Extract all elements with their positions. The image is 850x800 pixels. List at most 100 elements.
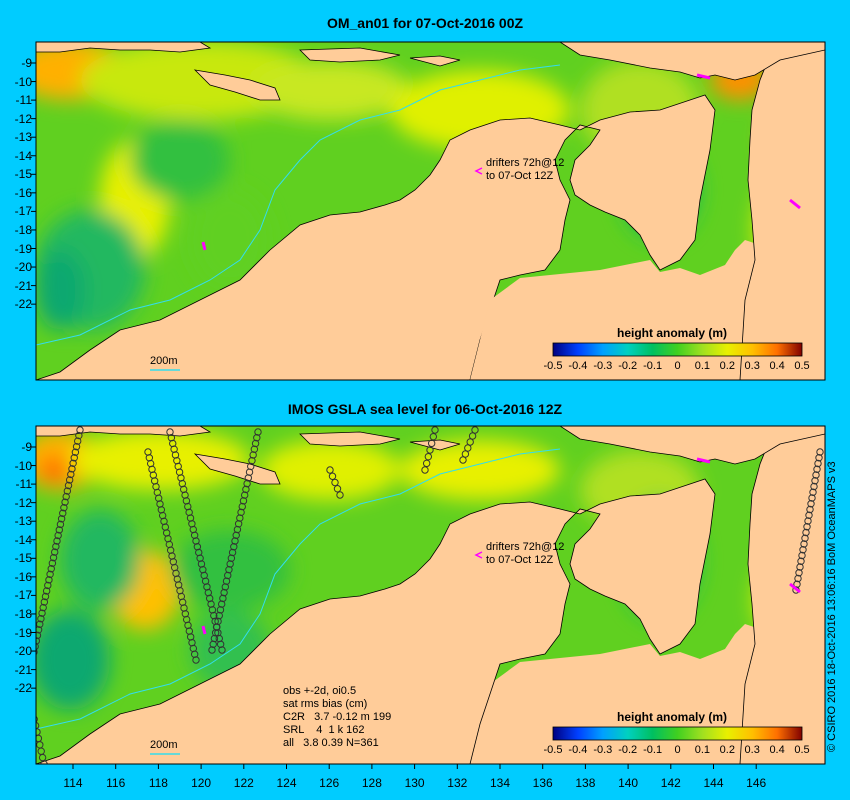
top-drifters-note: drifters 72h@12 to 07-Oct 12Z: [486, 157, 564, 183]
track-point: [59, 509, 67, 517]
axis-ticks: [31, 62, 757, 769]
stats-line2: sat rms bias (cm): [283, 698, 368, 710]
track-point: [60, 504, 68, 512]
x-tick-label: 118: [148, 776, 168, 790]
colorbar-tick-label: 0.1: [694, 360, 711, 372]
y-tick-label: -13: [14, 514, 32, 529]
track-point: [51, 548, 59, 556]
track-point: [328, 472, 337, 480]
colorbar-tick-label: 0.1: [694, 744, 711, 756]
bottom-drifters-line1: drifters 72h@12: [486, 541, 565, 553]
colorbar-tick-label: 0.3: [744, 744, 760, 756]
track-point: [422, 459, 431, 468]
track-point: [45, 576, 53, 584]
y-tick-label: -21: [14, 278, 32, 293]
y-tick-label: -16: [14, 185, 32, 200]
track-point: [816, 448, 824, 456]
top-islands-north: [36, 42, 212, 53]
track-point: [37, 615, 45, 623]
top-colorbar-title: height anomaly (m): [617, 326, 728, 340]
credit-text: © CSIRO 2016 18-Oct-2016 13:06:16 BoM Oc…: [826, 461, 838, 752]
track-point: [806, 505, 814, 514]
track-point: [36, 631, 42, 640]
track-point: [63, 487, 72, 495]
x-tick-label: 134: [489, 776, 511, 790]
y-tick-label: -15: [14, 167, 32, 182]
track-point: [52, 542, 60, 551]
top-drifters-line1: drifters 72h@12: [486, 157, 565, 169]
bottom-map-title: IMOS GSLA sea level for 06-Oct-2016 12Z: [287, 401, 563, 417]
top-drifter-legend-arrow: [474, 167, 483, 175]
track-point: [336, 491, 344, 499]
track-point: [812, 471, 820, 479]
colorbar-tick-label: -0.1: [643, 360, 663, 372]
y-tick-label: -17: [14, 204, 32, 219]
track-point: [803, 523, 811, 531]
x-tick-label: 116: [106, 776, 126, 790]
track-point: [36, 642, 39, 651]
track-point: [815, 454, 823, 462]
colorbar-tick-label: -0.3: [593, 360, 613, 372]
track-point: [53, 537, 61, 545]
colorbar-tick-label: -0.3: [593, 744, 613, 756]
track-point: [70, 454, 78, 462]
colorbar-tick-label: 0: [674, 360, 681, 372]
y-tick-label: -20: [14, 260, 32, 275]
bottom-shelf-outline: [36, 448, 561, 730]
y-tick-label: -16: [14, 569, 32, 584]
track-point: [794, 574, 802, 583]
y-tick-label: -10: [14, 458, 32, 473]
track-point: [811, 477, 819, 485]
y-tick-label: -10: [14, 74, 32, 89]
track-point: [36, 620, 44, 628]
y-tick-label: -11: [15, 93, 32, 108]
colorbar-tick-label: -0.4: [568, 360, 588, 372]
track-point: [44, 581, 52, 590]
track-point: [40, 598, 49, 606]
track-point: [36, 648, 38, 656]
track-point: [797, 557, 805, 565]
bottom-islands-north: [36, 426, 212, 437]
bottom-drifters-line2: to 07-Oct 12Z: [486, 554, 554, 566]
track-point: [807, 500, 815, 508]
track-point: [326, 466, 334, 474]
x-tick-label: 120: [191, 776, 212, 790]
colorbar-tick-label: -0.1: [643, 744, 663, 756]
track-point: [67, 470, 75, 479]
track-point: [64, 481, 73, 490]
track-point: [798, 551, 806, 560]
y-tick-label: -14: [14, 532, 32, 547]
track-point: [424, 452, 433, 461]
colorbar-tick-label: 0: [674, 744, 681, 756]
track-point: [814, 459, 822, 468]
colorbar-tick-label: 0.3: [744, 360, 760, 372]
top-cape-york: [739, 42, 825, 380]
y-tick-label: -11: [15, 477, 32, 492]
track-point: [49, 553, 58, 562]
stats-line4: SRL 4 1 k 162: [283, 724, 365, 736]
y-tick-label: -22: [14, 297, 32, 312]
track-point: [38, 609, 46, 617]
track-point: [800, 540, 808, 548]
track-point: [805, 511, 813, 519]
colorbar-tick-label: -0.5: [543, 360, 563, 372]
y-tick-label: -12: [14, 495, 32, 510]
stats-box: obs +-2d, oi0.5 sat rms bias (cm) C2R 3.…: [283, 685, 391, 750]
track-point: [793, 580, 801, 588]
track-point: [75, 431, 83, 440]
track-point: [36, 721, 40, 730]
top-map-title: OM_an01 for 07-Oct-2016 00Z: [326, 15, 524, 31]
satellite-tracks: [36, 426, 824, 764]
track-point: [427, 439, 436, 448]
y-tick-label: -19: [14, 241, 32, 256]
top-shelf-outline: [36, 64, 561, 346]
track-point: [813, 465, 821, 473]
track-point: [54, 531, 62, 540]
bottom-drifters-note: drifters 72h@12 to 07-Oct 12Z: [486, 541, 564, 567]
track-point: [429, 432, 438, 441]
track-point: [809, 488, 817, 496]
track-point: [57, 515, 66, 523]
track-point: [62, 492, 70, 501]
bottom-colorbar-title: height anomaly (m): [617, 710, 728, 724]
